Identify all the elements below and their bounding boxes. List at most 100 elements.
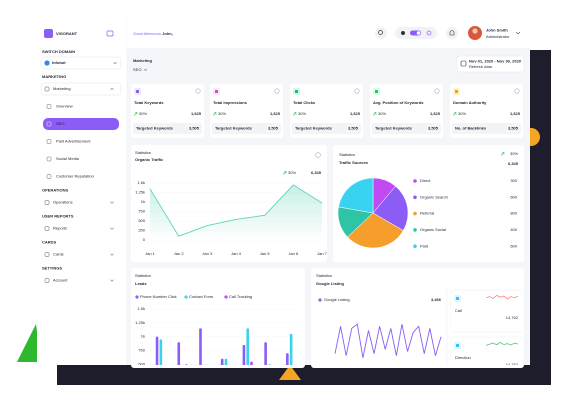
kpi-icon-glyph	[295, 90, 298, 93]
kpi-footer	[372, 123, 441, 134]
kpi-footer	[292, 123, 361, 134]
kpi-value: 1,625	[430, 111, 441, 116]
kpi-title: Total Keywords	[134, 100, 164, 105]
switch-knob	[416, 31, 421, 35]
bar	[250, 361, 253, 365]
nav-heading: CARDS	[42, 240, 57, 245]
kpi-icon-glyph	[375, 90, 378, 93]
kpi-icon-glyph	[136, 90, 139, 93]
kpi-footer-label: Targeted Keywords	[136, 126, 174, 131]
y-tick-label: 1.25k	[135, 190, 145, 195]
nav-active[interactable]	[43, 118, 119, 130]
nav-item-box[interactable]	[40, 82, 122, 96]
legend-swatch	[135, 295, 139, 299]
panel-total: 6,345	[311, 170, 322, 175]
nav-icon	[46, 174, 52, 179]
top-bar	[127, 18, 530, 48]
pie-slice	[338, 177, 374, 214]
nav-heading: MARKETING	[42, 74, 66, 79]
panel-total: 3,466	[431, 297, 442, 302]
info-icon[interactable]	[195, 88, 201, 94]
trend-arrow	[292, 112, 297, 116]
greeting-text: Good Afternoon	[133, 31, 161, 36]
date-picker[interactable]	[456, 55, 525, 73]
info-icon[interactable]	[434, 88, 440, 94]
y-tick-label: 1k	[141, 199, 145, 204]
nav-icon	[46, 104, 52, 109]
panel-title: Traffic Sources	[339, 160, 369, 165]
legend-label: Direct	[420, 178, 431, 183]
panel-eyebrow: Statistics	[135, 273, 151, 278]
nav-subitem: SEO	[56, 121, 64, 126]
nav-subitem: Customer Reputation	[56, 174, 94, 179]
trend-arrow	[282, 171, 287, 175]
bar	[199, 328, 202, 365]
search-icon	[378, 30, 383, 35]
y-tick-label: 1k	[141, 334, 145, 339]
x-tick-label: Jan 4	[231, 251, 242, 256]
nav-icon	[44, 278, 50, 283]
nav-subitem: Social Media	[56, 156, 80, 161]
trend-arrow	[133, 112, 138, 116]
page-title: Marketing	[133, 58, 152, 63]
chevron	[110, 201, 114, 204]
legend-value: 600	[510, 194, 517, 199]
nav-icon	[46, 121, 52, 127]
line	[334, 323, 442, 358]
kpi-change: 30%	[458, 111, 466, 116]
kpi-footer	[212, 123, 281, 134]
notification-button[interactable]	[446, 27, 458, 39]
collapse-button[interactable]	[106, 30, 114, 37]
mini-cards: Call 14,762 Direction 14,762	[450, 289, 524, 365]
kpi-title: Domain Authority	[453, 100, 487, 105]
x-tick-label: Jan 2	[174, 251, 185, 256]
kpi-footer-value: 3,505	[428, 126, 439, 131]
greeting-name: John,	[162, 31, 173, 36]
panel-change: 30%	[510, 151, 518, 156]
listing-plot	[334, 323, 442, 358]
nav-heading: USER REPORTS	[42, 214, 74, 219]
sidebar	[37, 18, 127, 365]
user-menu-chevron[interactable]	[515, 31, 521, 35]
mini-card	[450, 289, 524, 333]
kpi-icon-glyph	[455, 90, 458, 93]
legend-swatch	[413, 179, 417, 183]
kpi-title: Avg. Position of Keywords	[373, 100, 424, 105]
x-tick-label: Jan 5	[260, 251, 271, 256]
domain-name: Infobot	[52, 60, 66, 65]
domain-select[interactable]	[40, 56, 122, 70]
area	[150, 184, 322, 240]
date-range: Nov 01, 2020 - Nov 30, 2020	[469, 59, 522, 64]
mini-icon-glyph	[456, 344, 459, 347]
subtitle-chevron[interactable]	[143, 68, 148, 71]
user-role: Administrator	[486, 34, 510, 39]
y-tick-label: 750	[138, 348, 145, 353]
info-icon[interactable]	[315, 152, 321, 158]
x-tick-label: Jan 7	[317, 251, 328, 256]
info-icon[interactable]	[354, 88, 360, 94]
search-button[interactable]	[375, 27, 387, 39]
avatar-face	[472, 28, 478, 34]
legend-label: Referral	[420, 211, 434, 216]
legend-label: Organic Search	[420, 194, 448, 199]
leads-plot: 500 750 1k 1.25k 1.5k	[135, 306, 302, 365]
mini-label: Direction	[455, 355, 471, 360]
x-tick-label: Jan 3	[202, 251, 213, 256]
bar	[268, 364, 271, 365]
panel-total: 6,345	[508, 161, 519, 166]
sun-icon	[426, 30, 432, 36]
nav-subitem: Overview	[56, 104, 73, 109]
info-icon[interactable]	[514, 88, 520, 94]
y-tick-label: 250	[138, 228, 145, 233]
info-icon[interactable]	[274, 88, 280, 94]
chevron	[110, 227, 114, 230]
kpi-footer-value: 3,505	[508, 126, 519, 131]
kpi-footer	[452, 123, 521, 134]
mini-label: Call	[455, 308, 462, 313]
bar	[289, 333, 293, 365]
kpi-footer	[133, 123, 202, 134]
nav-icon	[46, 156, 52, 162]
legend-label: Contact Form	[189, 294, 214, 299]
line	[149, 184, 323, 237]
